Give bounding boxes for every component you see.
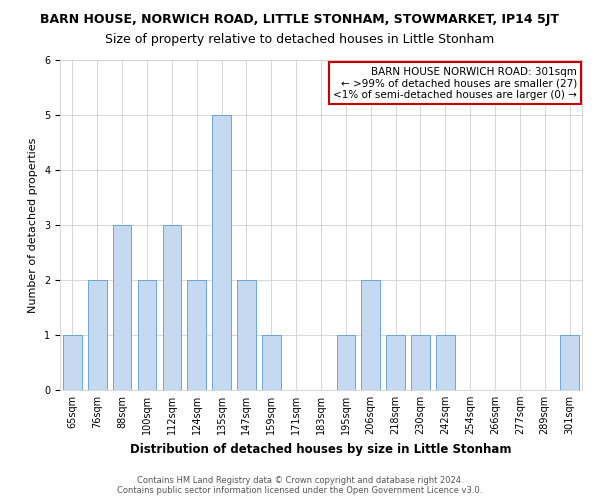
Bar [187,280,206,390]
Bar [212,115,231,390]
Bar [337,335,355,390]
Y-axis label: Number of detached properties: Number of detached properties [28,138,38,312]
Bar [436,335,455,390]
Bar [262,335,281,390]
Text: Size of property relative to detached houses in Little Stonham: Size of property relative to detached ho… [106,32,494,46]
Bar [411,335,430,390]
Bar [163,225,181,390]
Bar [560,335,579,390]
Bar [113,225,131,390]
Text: BARN HOUSE NORWICH ROAD: 301sqm
← >99% of detached houses are smaller (27)
<1% o: BARN HOUSE NORWICH ROAD: 301sqm ← >99% o… [333,66,577,100]
X-axis label: Distribution of detached houses by size in Little Stonham: Distribution of detached houses by size … [130,442,512,456]
Bar [386,335,405,390]
Bar [88,280,107,390]
Text: Contains HM Land Registry data © Crown copyright and database right 2024.
Contai: Contains HM Land Registry data © Crown c… [118,476,482,495]
Bar [63,335,82,390]
Bar [137,280,157,390]
Bar [361,280,380,390]
Bar [237,280,256,390]
Text: BARN HOUSE, NORWICH ROAD, LITTLE STONHAM, STOWMARKET, IP14 5JT: BARN HOUSE, NORWICH ROAD, LITTLE STONHAM… [41,12,560,26]
